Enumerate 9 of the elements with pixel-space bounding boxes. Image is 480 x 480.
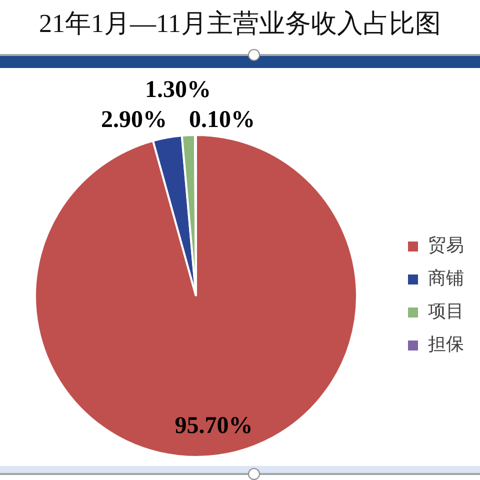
data-label: 95.70% (174, 413, 253, 440)
legend-label: 贸易 (428, 235, 464, 256)
chart-title: 21年1月—11月主营业务收入占比图 (38, 8, 442, 40)
data-label: 1.30% (145, 77, 211, 104)
legend-label: 商铺 (428, 268, 464, 290)
data-label: 0.10% (189, 107, 255, 134)
data-label: 2.90% (101, 107, 167, 134)
legend-label: 担保 (428, 334, 464, 356)
legend-label: 项目 (428, 301, 464, 322)
